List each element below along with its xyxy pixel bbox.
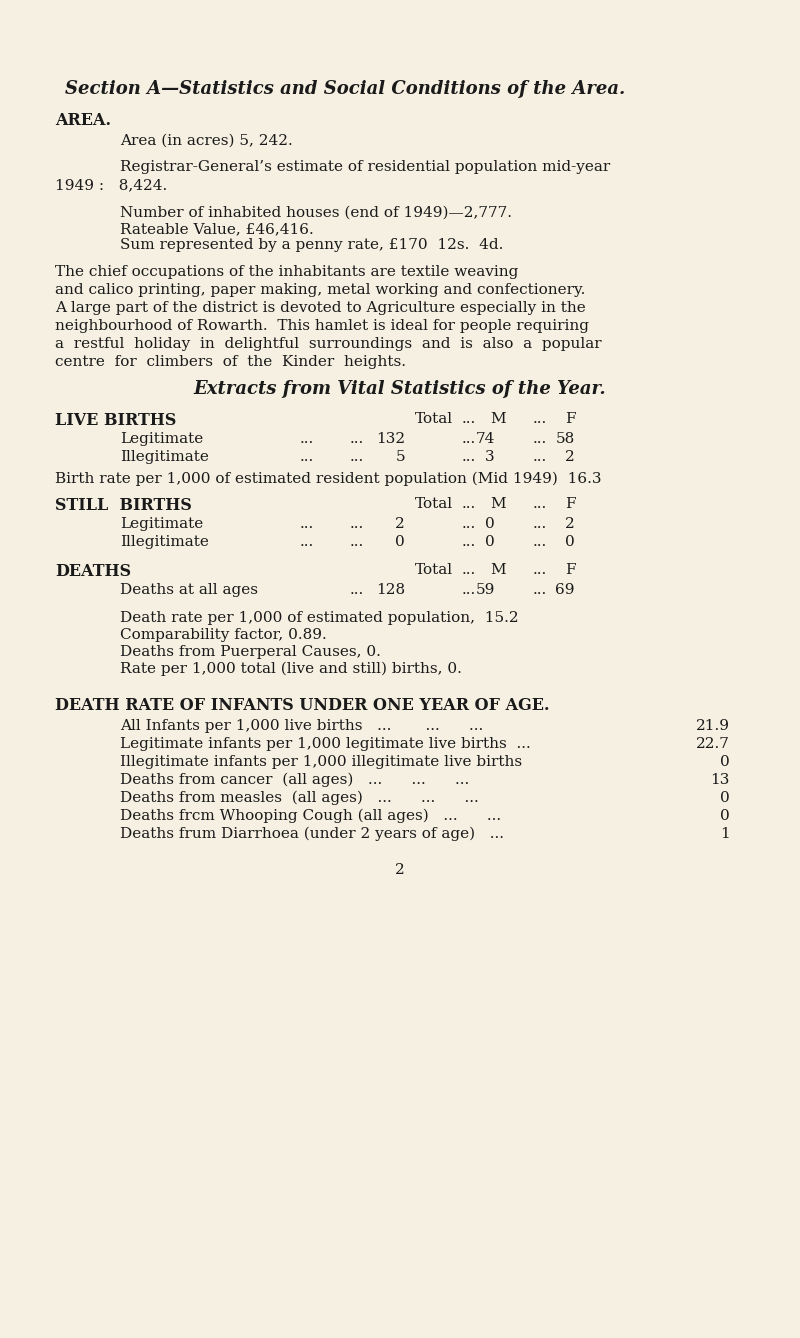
Text: neighbourhood of Rowarth.  This hamlet is ideal for people requiring: neighbourhood of Rowarth. This hamlet is… [55, 318, 589, 333]
Text: 58: 58 [556, 432, 575, 446]
Text: ...: ... [350, 450, 364, 464]
Text: STILL  BIRTHS: STILL BIRTHS [55, 496, 192, 514]
Text: ...: ... [462, 563, 476, 577]
Text: Deaths frcm Whooping Cough (all ages)   ...      ...: Deaths frcm Whooping Cough (all ages) ..… [120, 809, 501, 823]
Text: ...: ... [533, 516, 547, 531]
Text: The chief occupations of the inhabitants are textile weaving: The chief occupations of the inhabitants… [55, 265, 518, 280]
Text: Legitimate: Legitimate [120, 516, 203, 531]
Text: DEATH RATE OF INFANTS UNDER ONE YEAR OF AGE.: DEATH RATE OF INFANTS UNDER ONE YEAR OF … [55, 697, 550, 714]
Text: Total: Total [415, 412, 453, 425]
Text: 2: 2 [566, 516, 575, 531]
Text: M: M [490, 563, 506, 577]
Text: 59: 59 [476, 583, 495, 597]
Text: Deaths from measles  (all ages)   ...      ...      ...: Deaths from measles (all ages) ... ... .… [120, 791, 478, 805]
Text: ...: ... [300, 432, 314, 446]
Text: Illegitimate: Illegitimate [120, 535, 209, 549]
Text: Rateable Value, £46,416.: Rateable Value, £46,416. [120, 222, 314, 235]
Text: ...: ... [533, 412, 547, 425]
Text: ...: ... [300, 535, 314, 549]
Text: ...: ... [462, 412, 476, 425]
Text: 1: 1 [720, 827, 730, 842]
Text: Area (in acres) 5, 242.: Area (in acres) 5, 242. [120, 134, 293, 149]
Text: ...: ... [533, 450, 547, 464]
Text: Rate per 1,000 total (live and still) births, 0.: Rate per 1,000 total (live and still) bi… [120, 662, 462, 677]
Text: LIVE BIRTHS: LIVE BIRTHS [55, 412, 176, 429]
Text: Sum represented by a penny rate, £170  12s.  4d.: Sum represented by a penny rate, £170 12… [120, 238, 503, 252]
Text: Registrar-General’s estimate of residential population mid-year: Registrar-General’s estimate of resident… [120, 161, 610, 174]
Text: Illegitimate: Illegitimate [120, 450, 209, 464]
Text: AREA.: AREA. [55, 112, 111, 128]
Text: a  restful  holiday  in  delightful  surroundings  and  is  also  a  popular: a restful holiday in delightful surround… [55, 337, 602, 351]
Text: M: M [490, 412, 506, 425]
Text: DEATHS: DEATHS [55, 563, 131, 579]
Text: ...: ... [350, 516, 364, 531]
Text: F: F [565, 563, 575, 577]
Text: 0: 0 [486, 535, 495, 549]
Text: Extracts from Vital Statistics of the Year.: Extracts from Vital Statistics of the Ye… [194, 380, 606, 397]
Text: ...: ... [533, 563, 547, 577]
Text: F: F [565, 412, 575, 425]
Text: 0: 0 [720, 755, 730, 769]
Text: 0: 0 [566, 535, 575, 549]
Text: Legitimate infants per 1,000 legitimate live births  ...: Legitimate infants per 1,000 legitimate … [120, 737, 530, 751]
Text: ...: ... [350, 583, 364, 597]
Text: 5: 5 [395, 450, 405, 464]
Text: 0: 0 [395, 535, 405, 549]
Text: Number of inhabited houses (end of 1949)—2,777.: Number of inhabited houses (end of 1949)… [120, 206, 512, 219]
Text: Birth rate per 1,000 of estimated resident population (Mid 1949)  16.3: Birth rate per 1,000 of estimated reside… [55, 472, 602, 487]
Text: 0: 0 [720, 791, 730, 805]
Text: centre  for  climbers  of  the  Kinder  heights.: centre for climbers of the Kinder height… [55, 355, 406, 369]
Text: F: F [565, 496, 575, 511]
Text: 22.7: 22.7 [696, 737, 730, 751]
Text: ...: ... [300, 516, 314, 531]
Text: ...: ... [300, 450, 314, 464]
Text: Total: Total [415, 563, 453, 577]
Text: A large part of the district is devoted to Agriculture especially in the: A large part of the district is devoted … [55, 301, 586, 314]
Text: Death rate per 1,000 of estimated population,  15.2: Death rate per 1,000 of estimated popula… [120, 611, 518, 625]
Text: Section A—Statistics and Social Conditions of the Area.: Section A—Statistics and Social Conditio… [65, 80, 626, 98]
Text: 2: 2 [395, 863, 405, 876]
Text: Deaths from Puerperal Causes, 0.: Deaths from Puerperal Causes, 0. [120, 645, 381, 660]
Text: 1949 :   8,424.: 1949 : 8,424. [55, 178, 167, 191]
Text: ...: ... [462, 535, 476, 549]
Text: 21.9: 21.9 [696, 719, 730, 733]
Text: 2: 2 [566, 450, 575, 464]
Text: 2: 2 [395, 516, 405, 531]
Text: M: M [490, 496, 506, 511]
Text: ...: ... [533, 496, 547, 511]
Text: Legitimate: Legitimate [120, 432, 203, 446]
Text: 0: 0 [486, 516, 495, 531]
Text: Deaths from cancer  (all ages)   ...      ...      ...: Deaths from cancer (all ages) ... ... ..… [120, 773, 470, 787]
Text: ...: ... [533, 535, 547, 549]
Text: Deaths frum Diarrhoea (under 2 years of age)   ...: Deaths frum Diarrhoea (under 2 years of … [120, 827, 504, 842]
Text: All Infants per 1,000 live births   ...       ...      ...: All Infants per 1,000 live births ... ..… [120, 719, 483, 733]
Text: ...: ... [533, 583, 547, 597]
Text: ...: ... [462, 432, 476, 446]
Text: ...: ... [350, 432, 364, 446]
Text: 0: 0 [720, 809, 730, 823]
Text: Comparability factor, 0.89.: Comparability factor, 0.89. [120, 628, 326, 642]
Text: 132: 132 [376, 432, 405, 446]
Text: 13: 13 [710, 773, 730, 787]
Text: ...: ... [350, 535, 364, 549]
Text: ...: ... [462, 496, 476, 511]
Text: 128: 128 [376, 583, 405, 597]
Text: Illegitimate infants per 1,000 illegitimate live births: Illegitimate infants per 1,000 illegitim… [120, 755, 522, 769]
Text: Total: Total [415, 496, 453, 511]
Text: 74: 74 [476, 432, 495, 446]
Text: 3: 3 [486, 450, 495, 464]
Text: and calico printing, paper making, metal working and confectionery.: and calico printing, paper making, metal… [55, 284, 586, 297]
Text: ...: ... [533, 432, 547, 446]
Text: ...: ... [462, 583, 476, 597]
Text: 69: 69 [555, 583, 575, 597]
Text: ...: ... [462, 516, 476, 531]
Text: Deaths at all ages: Deaths at all ages [120, 583, 258, 597]
Text: ...: ... [462, 450, 476, 464]
